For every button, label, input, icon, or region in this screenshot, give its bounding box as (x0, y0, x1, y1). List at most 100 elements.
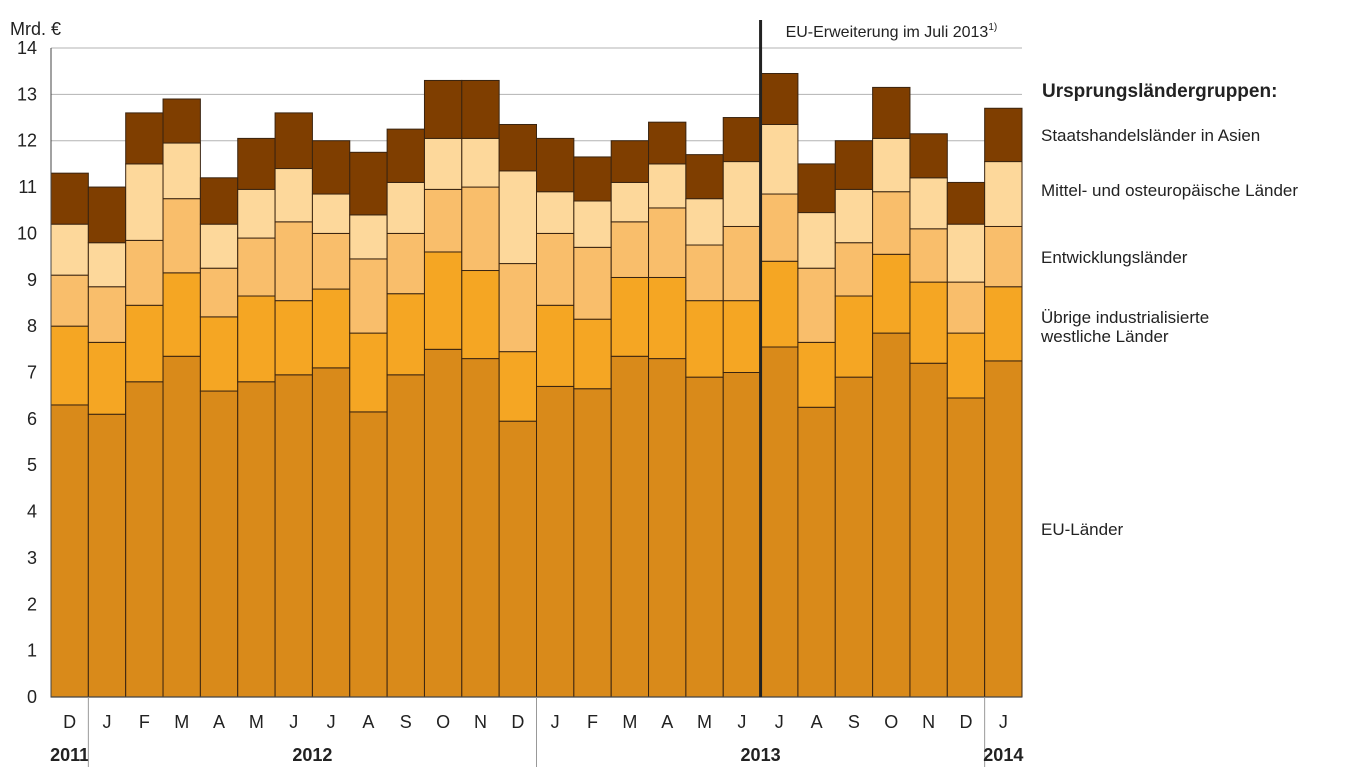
y-tick-label: 2 (27, 594, 37, 614)
bar-segment (461, 358, 500, 698)
bar-segment (498, 170, 537, 265)
bar-segment (311, 367, 351, 698)
y-tick-label: 11 (18, 177, 37, 197)
bar-segment (909, 362, 948, 698)
bars (50, 72, 1023, 698)
x-tick-label: O (436, 712, 450, 732)
bar-segment (834, 188, 874, 244)
bar-segment (498, 351, 537, 422)
bar-segment (872, 191, 911, 255)
y-tick-label: 8 (27, 316, 37, 336)
bar-segment (50, 274, 89, 327)
bar-segment (498, 263, 537, 353)
x-tick-label: D (63, 712, 76, 732)
bar-segment (199, 390, 239, 698)
bar-segment (909, 133, 948, 179)
bar-segment (386, 181, 425, 234)
y-tick-label: 6 (27, 409, 37, 429)
bar-segment (125, 304, 164, 383)
bar-segment (162, 355, 201, 698)
bar-segment (797, 406, 836, 698)
legend-item-line: Mittel- und osteuropäische Länder (1041, 181, 1298, 200)
bar-segment (760, 260, 799, 348)
bar-segment (199, 267, 239, 318)
bar-segment (349, 411, 388, 698)
bar-segment (274, 168, 313, 223)
bar-segment (946, 181, 986, 225)
bar-segment (536, 191, 575, 234)
bar-segment (125, 163, 164, 241)
bar-segment (423, 79, 463, 139)
bar-segment (984, 286, 1023, 362)
bar-segment (162, 98, 201, 144)
bar-segment (386, 128, 425, 183)
bar-segment (349, 332, 388, 413)
bar-segment (199, 316, 239, 392)
bar-segment (87, 242, 127, 288)
bar-segment (722, 161, 762, 227)
bar-segment (536, 304, 575, 387)
y-tick-label: 4 (27, 502, 37, 522)
y-tick-label: 14 (17, 38, 37, 58)
y-tick-label: 5 (27, 455, 37, 475)
bar-segment (237, 295, 276, 383)
bar-segment (946, 223, 986, 283)
bar-segment (797, 267, 836, 343)
bar-segment (834, 295, 874, 378)
x-tick-label: M (249, 712, 264, 732)
annotation-superscript: 1) (988, 22, 997, 33)
x-tick-label: J (327, 712, 336, 732)
bar-segment (423, 137, 463, 190)
bar-segment (946, 281, 986, 334)
bar-segment (685, 244, 724, 302)
bar-segment (125, 381, 164, 698)
bar-segment (87, 413, 127, 698)
bar-segment (274, 221, 313, 302)
x-tick-label: A (362, 712, 374, 732)
bar-segment (573, 156, 612, 202)
y-tick-label: 10 (17, 223, 37, 243)
bar-segment (834, 140, 874, 190)
bar-segment (311, 140, 351, 195)
bar-segment (872, 86, 911, 139)
bar-segment (125, 239, 164, 306)
bar-segment (274, 374, 313, 698)
legend-item-line: Übrige industrialisierte (1041, 308, 1209, 327)
bar-segment (946, 397, 986, 698)
x-tick-label: F (587, 712, 598, 732)
legend-title: Ursprungsländergruppen: (1042, 81, 1277, 102)
bar-segment (461, 79, 500, 139)
x-tick-label: F (139, 712, 150, 732)
x-tick-label: D (511, 712, 524, 732)
year-label: 2014 (983, 745, 1023, 765)
bar-segment (834, 242, 874, 297)
x-tick-label: A (213, 712, 225, 732)
bar-segment (610, 181, 650, 223)
bar-segment (946, 332, 986, 399)
legend: Ursprungsländergruppen: Staatshandelsländ… (1040, 81, 1298, 539)
bar-segment (423, 188, 463, 253)
bar-segment (984, 360, 1023, 698)
legend-item-line: Staatshandelsländer in Asien (1041, 126, 1260, 145)
bar-segment (648, 276, 687, 360)
y-tick-label: 13 (17, 84, 37, 104)
bar-segment (760, 72, 799, 125)
x-tick-label: S (848, 712, 860, 732)
bar-segment (237, 188, 276, 239)
bar-segment (87, 186, 127, 244)
x-tick-label: J (775, 712, 784, 732)
bar-segment (872, 332, 911, 698)
bar-segment (573, 246, 612, 320)
bar-segment (423, 348, 463, 698)
bar-segment (573, 318, 612, 390)
bar-segment (536, 385, 575, 698)
bar-segment (349, 214, 388, 260)
year-label: 2011 (50, 745, 89, 765)
bar-segment (610, 355, 650, 698)
bar-segment (274, 300, 313, 376)
legend-item: Entwicklungsländer (1041, 248, 1188, 267)
x-tick-label: D (959, 712, 972, 732)
bar-segment (199, 223, 239, 269)
